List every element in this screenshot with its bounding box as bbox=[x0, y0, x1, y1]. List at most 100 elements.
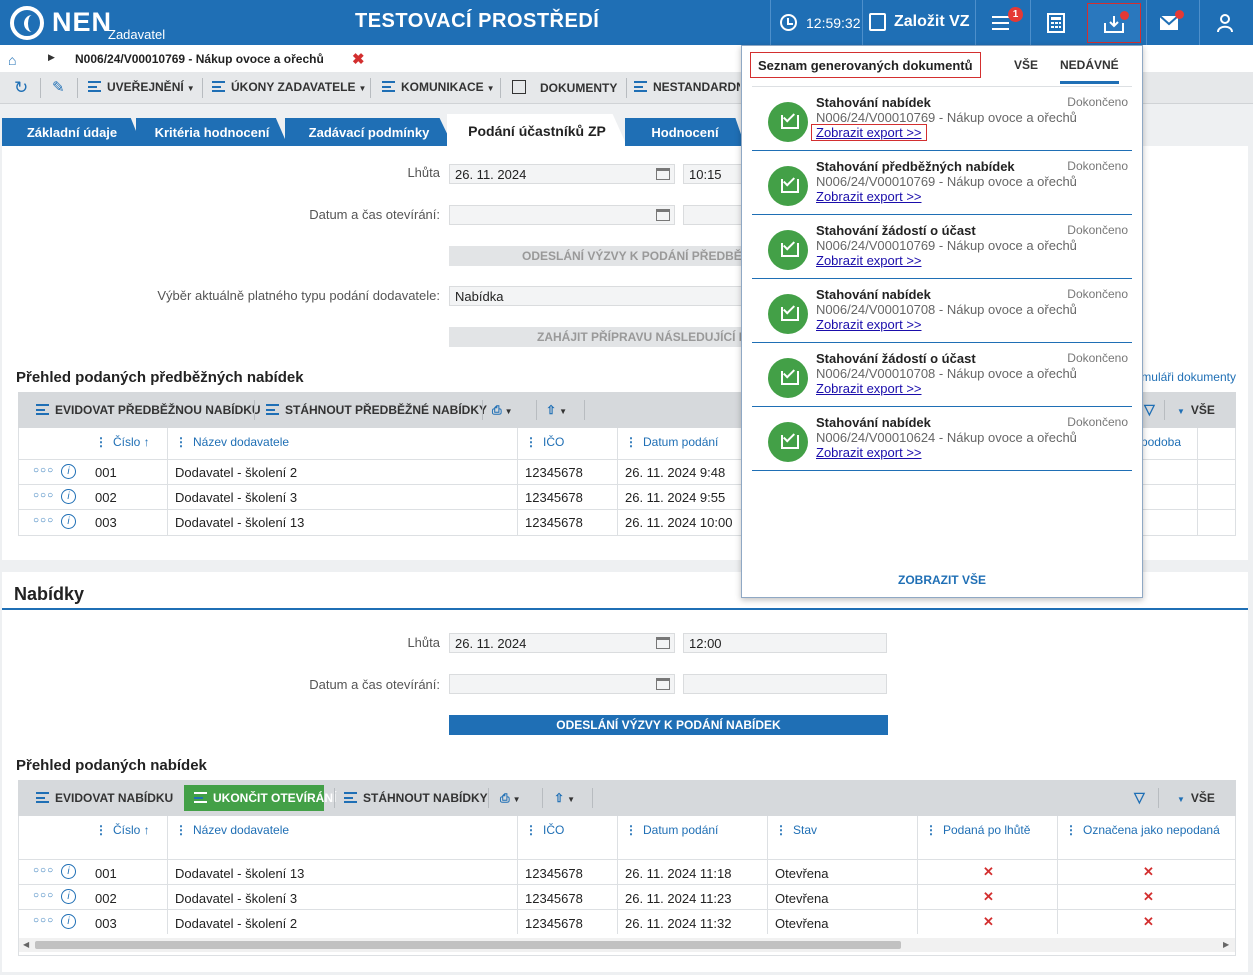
send-offer-invitation-button[interactable]: ODESLÁNÍ VÝZVY K PODÁNÍ NABÍDEK bbox=[449, 715, 888, 735]
start-next-phase-button[interactable]: ZAHÁJIT PŘÍPRAVU NÁSLEDUJÍCÍ FÁZE bbox=[449, 327, 743, 347]
info-icon[interactable]: i bbox=[61, 514, 76, 529]
view-all-select[interactable]: ▼ VŠE bbox=[1177, 403, 1215, 417]
download-offers-button[interactable]: STÁHNOUT NABÍDKY bbox=[344, 791, 488, 805]
col-date[interactable]: ⋮ Datum podání bbox=[625, 823, 719, 837]
tab-submissions[interactable]: Podání účastníků ZP bbox=[447, 114, 627, 146]
more-icon[interactable]: ○○○ bbox=[33, 515, 55, 526]
col-deadline-similar[interactable]: Lhůta podoba bbox=[1141, 435, 1181, 449]
menu-contractor-acts[interactable]: ÚKONY ZADAVATELE ▼ bbox=[212, 80, 366, 94]
user-icon[interactable] bbox=[1210, 8, 1240, 38]
show-all-documents-link[interactable]: ZOBRAZIT VŠE bbox=[897, 573, 986, 587]
offers-opening-time[interactable] bbox=[683, 674, 887, 694]
show-export-link[interactable]: Zobrazit export >> bbox=[816, 381, 922, 396]
horizontal-scrollbar[interactable]: ◀ ▶ bbox=[19, 938, 1235, 952]
tab-criteria[interactable]: Kritéria hodnocení bbox=[136, 118, 288, 146]
tab-basic-info[interactable]: Základní údaje bbox=[2, 118, 142, 146]
show-export-link[interactable]: Zobrazit export >> bbox=[816, 189, 922, 204]
calendar-icon[interactable] bbox=[656, 168, 670, 180]
info-icon[interactable]: i bbox=[61, 914, 76, 929]
end-opening-button[interactable]: UKONČIT OTEVÍRÁNÍ bbox=[184, 785, 336, 811]
document-status: Dokončeno bbox=[1067, 287, 1128, 301]
menu-communication[interactable]: KOMUNIKACE ▼ bbox=[382, 80, 495, 94]
table-row[interactable]: ○○○ i 003 Dodavatel - školení 13 1234567… bbox=[19, 510, 1235, 534]
more-icon[interactable]: ○○○ bbox=[33, 490, 55, 501]
scroll-right-icon[interactable]: ▶ bbox=[1223, 940, 1230, 949]
offers-deadline-date[interactable]: 26. 11. 2024 bbox=[449, 633, 675, 653]
info-icon[interactable]: i bbox=[61, 464, 76, 479]
mail-icon[interactable] bbox=[1154, 8, 1184, 38]
more-icon[interactable]: ○○○ bbox=[33, 915, 55, 926]
show-export-link[interactable]: Zobrazit export >> bbox=[816, 445, 922, 460]
tab-recent-documents[interactable]: NEDÁVNÉ bbox=[1060, 58, 1119, 84]
tab-conditions[interactable]: Zadávací podmínky bbox=[285, 118, 453, 146]
table-row[interactable]: ○○○ i 003 Dodavatel - školení 2 12345678… bbox=[19, 910, 1235, 934]
table-row[interactable]: ○○○ i 002 Dodavatel - školení 3 12345678… bbox=[19, 485, 1235, 509]
tab-all-documents[interactable]: VŠE bbox=[1014, 58, 1039, 72]
hamburger-menu-icon[interactable] bbox=[990, 8, 1020, 38]
close-icon[interactable]: ✖ bbox=[352, 51, 365, 68]
calendar-icon[interactable] bbox=[656, 637, 670, 649]
col-supplier[interactable]: ⋮ Název dodavatele bbox=[175, 435, 290, 449]
col-supplier[interactable]: ⋮ Název dodavatele bbox=[175, 823, 290, 837]
print-icon[interactable]: ⎙ ▼ bbox=[492, 403, 513, 417]
refresh-icon[interactable]: ↻ bbox=[14, 78, 29, 97]
calendar-icon[interactable] bbox=[656, 209, 670, 221]
offers-opening-date[interactable] bbox=[449, 674, 675, 694]
col-number[interactable]: ⋮ Číslo ↑ bbox=[95, 435, 150, 449]
add-pre-offer-button[interactable]: EVIDOVAT PŘEDBĚŽNOU NABÍDKU bbox=[36, 403, 261, 417]
edit-icon[interactable] bbox=[869, 13, 886, 31]
home-icon[interactable]: ⌂ bbox=[8, 52, 17, 68]
col-late[interactable]: ⋮ Podaná po lhůtě bbox=[925, 823, 1031, 837]
col-date[interactable]: ⋮ Datum podání bbox=[625, 435, 719, 449]
pre-opening-date[interactable] bbox=[449, 205, 675, 225]
submission-type-select[interactable]: Nabídka bbox=[449, 286, 743, 306]
filter-icon[interactable]: ▽ bbox=[1134, 789, 1145, 805]
scrollbar-thumb[interactable] bbox=[35, 941, 901, 949]
table-row[interactable]: ○○○ i 001 Dodavatel - školení 13 1234567… bbox=[19, 860, 1235, 884]
view-all-select[interactable]: ▼ VŠE bbox=[1177, 791, 1215, 805]
show-export-link[interactable]: Zobrazit export >> bbox=[816, 317, 922, 332]
menu-documents[interactable]: DOKUMENTY bbox=[512, 80, 617, 95]
more-icon[interactable]: ○○○ bbox=[33, 465, 55, 476]
table-row[interactable]: ○○○ i 001 Dodavatel - školení 2 12345678… bbox=[19, 460, 1235, 484]
info-icon[interactable]: i bbox=[61, 889, 76, 904]
show-export-link[interactable]: Zobrazit export >> bbox=[816, 253, 922, 268]
table-row[interactable]: ○○○ i 002 Dodavatel - školení 3 12345678… bbox=[19, 885, 1235, 909]
menu-nonstandard[interactable]: NESTANDARDNÍ bbox=[634, 80, 740, 94]
col-ico[interactable]: ⋮ IČO bbox=[525, 435, 565, 449]
export-icon[interactable]: ⇧ ▼ bbox=[546, 403, 567, 417]
generated-documents-button[interactable] bbox=[1087, 3, 1141, 43]
create-contract-button[interactable]: Založit VZ bbox=[894, 13, 970, 30]
scroll-left-icon[interactable]: ◀ bbox=[23, 940, 30, 949]
calculator-icon[interactable] bbox=[1041, 8, 1071, 38]
download-pre-offers-button[interactable]: STÁHNOUT PŘEDBĚŽNÉ NABÍDKY bbox=[266, 403, 487, 417]
col-ico[interactable]: ⋮ IČO bbox=[525, 823, 565, 837]
print-icon[interactable]: ⎙ ▼ bbox=[500, 791, 521, 805]
filter-icon[interactable]: ▽ bbox=[1144, 401, 1155, 417]
more-icon[interactable]: ○○○ bbox=[33, 865, 55, 876]
pre-deadline-time[interactable]: 10:15 bbox=[683, 164, 743, 184]
send-pre-invitation-button[interactable]: ODESLÁNÍ VÝZVY K PODÁNÍ PŘEDBĚŽNÝCH NABÍ… bbox=[449, 246, 743, 266]
pre-opening-time[interactable] bbox=[683, 205, 743, 225]
breadcrumb-item[interactable]: N006/24/V00010769 - Nákup ovoce a ořechů bbox=[75, 52, 324, 66]
pre-deadline-date[interactable]: 26. 11. 2024 bbox=[449, 164, 675, 184]
tab-evaluation[interactable]: Hodnocení bbox=[625, 118, 745, 146]
col-not-submitted[interactable]: ⋮ Označena jako nepodaná bbox=[1065, 823, 1220, 837]
calendar-icon[interactable] bbox=[656, 678, 670, 690]
offers-deadline-time[interactable]: 12:00 bbox=[683, 633, 887, 653]
forms-documents-link[interactable]: Formuláři dokumenty bbox=[1140, 370, 1236, 384]
col-number[interactable]: ⋮ Číslo ↑ bbox=[95, 823, 150, 837]
show-export-link[interactable]: Zobrazit export >> bbox=[811, 124, 927, 141]
cell-date: 26. 11. 2024 9:48 bbox=[625, 465, 726, 480]
info-icon[interactable]: i bbox=[61, 489, 76, 504]
pencil-icon[interactable]: ✎ bbox=[52, 79, 65, 96]
col-state[interactable]: ⋮ Stav bbox=[775, 823, 818, 837]
more-icon[interactable]: ○○○ bbox=[33, 890, 55, 901]
export-icon[interactable]: ⇧ ▼ bbox=[554, 791, 575, 805]
divider bbox=[1197, 428, 1198, 536]
document-source: N006/24/V00010624 - Nákup ovoce a ořechů bbox=[816, 430, 1077, 445]
add-offer-button[interactable]: EVIDOVAT NABÍDKU bbox=[36, 791, 173, 805]
info-icon[interactable]: i bbox=[61, 864, 76, 879]
divider bbox=[19, 484, 1235, 485]
menu-publish[interactable]: UVEŘEJNĚNÍ ▼ bbox=[88, 80, 195, 94]
